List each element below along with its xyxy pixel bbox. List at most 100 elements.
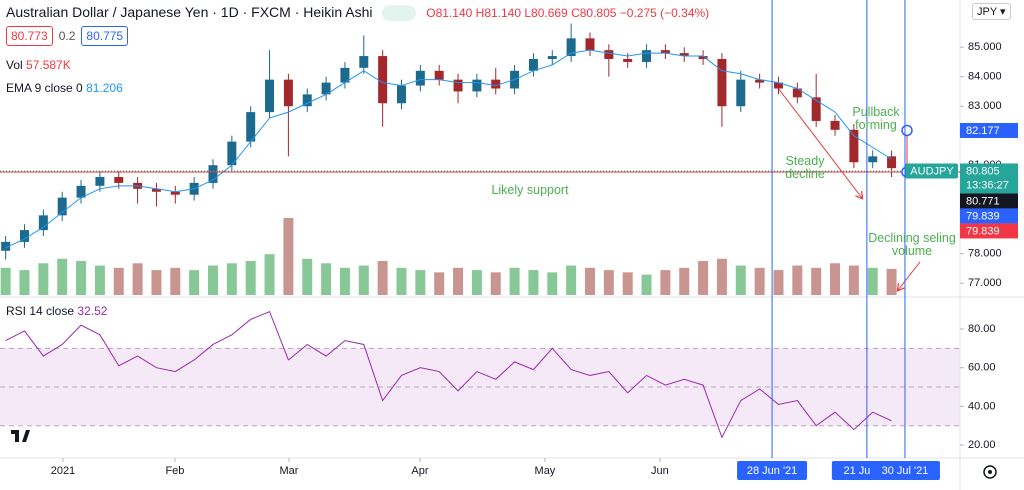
price-label: 79.839 (966, 210, 1000, 222)
volume-bar (867, 267, 878, 295)
candle-body (887, 156, 897, 169)
volume-bar (584, 267, 595, 295)
volume-bar (509, 267, 520, 295)
bid-box[interactable]: 80.773 (6, 26, 53, 46)
rsi-legend: RSI 14 close 32.52 (6, 304, 107, 318)
ask-box[interactable]: 80.775 (81, 26, 129, 46)
candle-body (265, 79, 275, 113)
x-tick-highlight (869, 461, 940, 480)
candle-body (811, 97, 821, 121)
candle-body (38, 215, 48, 231)
volume-bar (57, 258, 68, 295)
candle-body (76, 185, 86, 198)
ema-name: EMA 9 close 0 (6, 81, 83, 95)
volume-bar (151, 270, 162, 295)
x-tick-label: Apr (411, 465, 428, 477)
price-label: 80.805 (966, 165, 1000, 177)
candle-body (170, 191, 180, 195)
candle-body (660, 50, 670, 54)
volume-bar (207, 265, 218, 295)
volume-arrow (898, 261, 921, 290)
volume-legend: Vol 57.587K (6, 58, 71, 72)
candle-body (415, 70, 425, 86)
candle-body (57, 197, 67, 216)
y-tick-label: 77.000 (968, 277, 1002, 289)
volume-bar (886, 268, 897, 295)
candle-body (604, 50, 614, 59)
candle-body (642, 50, 652, 62)
volume-bar (660, 270, 671, 295)
candle-body (472, 79, 482, 92)
price-label-box (960, 163, 1018, 194)
candle-body (755, 79, 765, 83)
x-tick-label: May (535, 465, 556, 477)
volume-bar (773, 270, 784, 295)
volume-bar (641, 274, 652, 295)
volume-bar (264, 254, 275, 295)
volume-name: Vol (6, 58, 23, 72)
ohlc-values: O81.140 H81.140 L80.669 C80.805 −0.275 (… (426, 6, 710, 20)
x-tick-label: 30 Jul '21 (882, 465, 929, 477)
volume-bar (377, 261, 388, 295)
candle-body (1, 241, 11, 251)
volume-bar (358, 265, 369, 295)
volume-bar (453, 267, 464, 295)
x-tick-label: Jun (651, 465, 669, 477)
rsi-value: 32.52 (77, 304, 108, 318)
symbol-label: AUDJPY (910, 165, 954, 177)
candle-body (95, 177, 105, 186)
volume-bar (94, 265, 105, 295)
volume-bar (792, 265, 803, 295)
y-tick-label: 84.000 (968, 71, 1002, 83)
volume-bar (547, 272, 558, 295)
annotation: Pullback forming (852, 105, 900, 132)
status-pill[interactable] (382, 5, 417, 22)
x-tick-label: Feb (165, 465, 184, 477)
candle-body (566, 38, 576, 57)
symbol-title: Australian Dollar / Japanese Yen · 1D · … (6, 4, 373, 20)
candle-body (340, 67, 350, 83)
currency: JPY (977, 6, 997, 18)
ema-value: 81.206 (86, 81, 123, 95)
settings-icon[interactable] (983, 465, 997, 479)
rsi-name: RSI 14 close (6, 304, 75, 318)
candle-body (283, 79, 293, 107)
candle-body (302, 94, 312, 107)
annotation: Declining seling volume (868, 231, 956, 258)
x-tick-label: Mar (279, 465, 298, 477)
candle-body (773, 82, 783, 89)
volume-bar (226, 263, 237, 295)
candle-body (246, 112, 256, 142)
volume-bar (0, 267, 11, 295)
volume-bar (170, 267, 181, 295)
volume-bar (848, 265, 859, 295)
volume-bar (603, 270, 614, 295)
price-label-box (960, 208, 1018, 224)
volume-bar (566, 265, 577, 295)
candle-body (151, 188, 161, 192)
symbol-tag (905, 163, 958, 179)
volume-bar (38, 263, 49, 295)
volume-bar (528, 270, 539, 295)
candle-body (792, 88, 802, 98)
volume-bar (189, 270, 200, 295)
currency-button[interactable]: JPY ▾ (972, 3, 1011, 20)
price-label: 79.839 (966, 225, 1000, 237)
x-tick-highlight (737, 461, 808, 480)
annotation: Likely support (491, 183, 569, 197)
candle-body (453, 79, 463, 92)
countdown: 13:36:27 (966, 179, 1009, 191)
volume-bar (113, 267, 124, 295)
price-label: 82.177 (966, 125, 1000, 137)
volume-bar (471, 270, 482, 295)
price-label: 80.771 (966, 195, 1000, 207)
volume-bar (321, 263, 332, 295)
volume-bar (396, 267, 407, 295)
candle-body (528, 59, 538, 71)
volume-bar (132, 263, 143, 295)
volume-bar (339, 267, 350, 295)
candle-body (491, 79, 501, 89)
volume-bar (754, 267, 765, 295)
volume-bar (716, 258, 727, 295)
